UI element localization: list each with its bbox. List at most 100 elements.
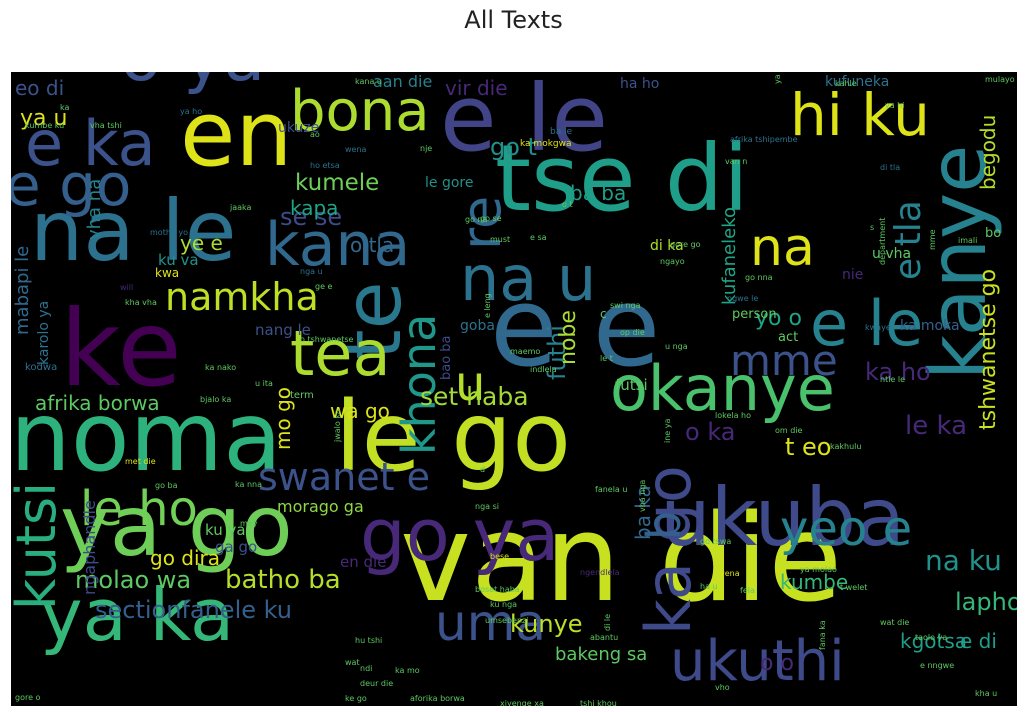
cloud-word: mabapi le [12,246,33,335]
cloud-word: e go [11,151,131,219]
cloud-word: bese [490,552,509,561]
cloud-word: kanye [914,145,1004,380]
cloud-word: futsi [615,376,648,394]
cloud-word: u nga [665,342,688,351]
cloud-word: ngendlela [580,568,620,577]
cloud-word: lokela ho [715,411,751,420]
cloud-word: u ita [255,379,273,388]
cloud-word: ye e [180,231,223,255]
cloud-word: ya nga [773,72,782,84]
cloud-word: ka mokgwa [520,139,572,149]
cloud-word: noma [11,381,282,493]
cloud-word: t welet [840,583,867,592]
cloud-word: d [480,465,485,474]
cloud-word: ba ka [631,485,655,540]
cloud-word: sectionfanele ku [95,596,292,624]
cloud-word: en die [340,553,386,571]
cloud-word: ke [60,288,182,410]
cloud-word: ya u [20,106,67,131]
cloud-word: kana [265,210,410,280]
cloud-word: u [455,356,485,412]
cloud-word: okanye [610,352,835,425]
cloud-word: s [870,223,874,232]
cloud-word: ka [60,103,69,112]
cloud-word: nang le [255,321,311,339]
cloud-word: jaaka [229,203,252,212]
cloud-word: ka moka [900,318,960,334]
cloud-word: khona [392,314,446,455]
cloud-word: ge e [315,282,333,291]
cloud-word: le t [600,354,613,363]
cloud-word: en [180,82,292,187]
cloud-word: tea [290,317,390,390]
cloud-word: gore o [15,693,41,702]
cloud-word: e le [440,72,608,172]
cloud-word: o tla [350,233,394,257]
cloud-word: will [120,283,133,292]
word-cloud: van die noma le go ke e e ukuba kanye tse di na … [11,72,1017,706]
cloud-word: yeo e [780,501,912,557]
cloud-word: yo o [755,306,802,331]
cloud-word: batho ba [225,565,341,595]
cloud-word: o tshwanetse [300,335,354,344]
cloud-word: kgotsa [900,629,967,653]
cloud-word: wena [345,145,367,154]
cloud-word: te [329,281,419,360]
cloud-word: gore go [670,240,701,249]
cloud-word: e le [810,287,923,360]
cloud-word: kakhulu [830,442,861,451]
cloud-word: ga go [215,538,257,556]
cloud-word: na ku [925,544,1002,577]
cloud-word: go ya [360,493,559,577]
cloud-word: o t [562,200,573,209]
cloud-word: van n [725,157,747,166]
cloud-word: kapa [290,196,338,220]
cloud-word: o o [760,651,794,676]
cloud-word: le ka [905,411,967,441]
cloud-word: futhi [543,325,571,380]
cloud-word: ya ho [180,107,202,116]
cloud-word: swanet e [258,455,430,499]
cloud-word: taolo ya [915,633,947,642]
cloud-word: o ka [685,418,736,446]
cloud-word: ho etsa [310,161,340,170]
cloud-word: go se [480,214,502,223]
cloud-word: namkha [165,275,319,319]
cloud-word: ndi [360,664,372,673]
cloud-word: nga u [300,267,323,276]
cloud-word: vir die [445,76,508,100]
cloud-word: lapho [955,588,1017,616]
cloud-word: ha ho [620,76,659,92]
cloud-word: u vha [872,246,911,262]
cloud-word: ka mo [395,666,420,675]
cloud-word: t eo [785,433,832,461]
cloud-word: may [240,519,258,528]
chart-title: All Texts [464,6,563,34]
cloud-word: ya molao [800,565,837,574]
cloud-word: deur die [360,679,393,688]
cloud-word: nie [842,267,863,283]
cloud-word: ku ya [205,521,246,539]
cloud-word: molao wa [75,566,191,594]
cloud-word: e di [960,629,997,653]
cloud-word: wa go [330,399,390,423]
cloud-word: ka go [632,465,705,635]
cloud-word: vha nga [638,480,647,512]
cloud-word: ba le [550,127,573,137]
cloud-word: bo [985,226,1001,241]
cloud-word: kwa [155,266,179,280]
cloud-word: fana ka [818,620,827,650]
cloud-word: ngwe le [727,294,758,303]
cloud-word: ha u [700,582,718,591]
cloud-word: ukuze [278,120,319,136]
cloud-word: go tswa [700,537,731,546]
cloud-word: e tla [888,200,929,280]
cloud-word: kumele [295,170,379,196]
cloud-word: kwaye [865,323,891,332]
cloud-word: ya hi [885,101,904,110]
cloud-word: ukuthi [670,629,845,694]
cloud-word: bao ba [439,335,454,380]
cloud-word: c [600,307,607,321]
cloud-word: set haba [420,382,529,411]
